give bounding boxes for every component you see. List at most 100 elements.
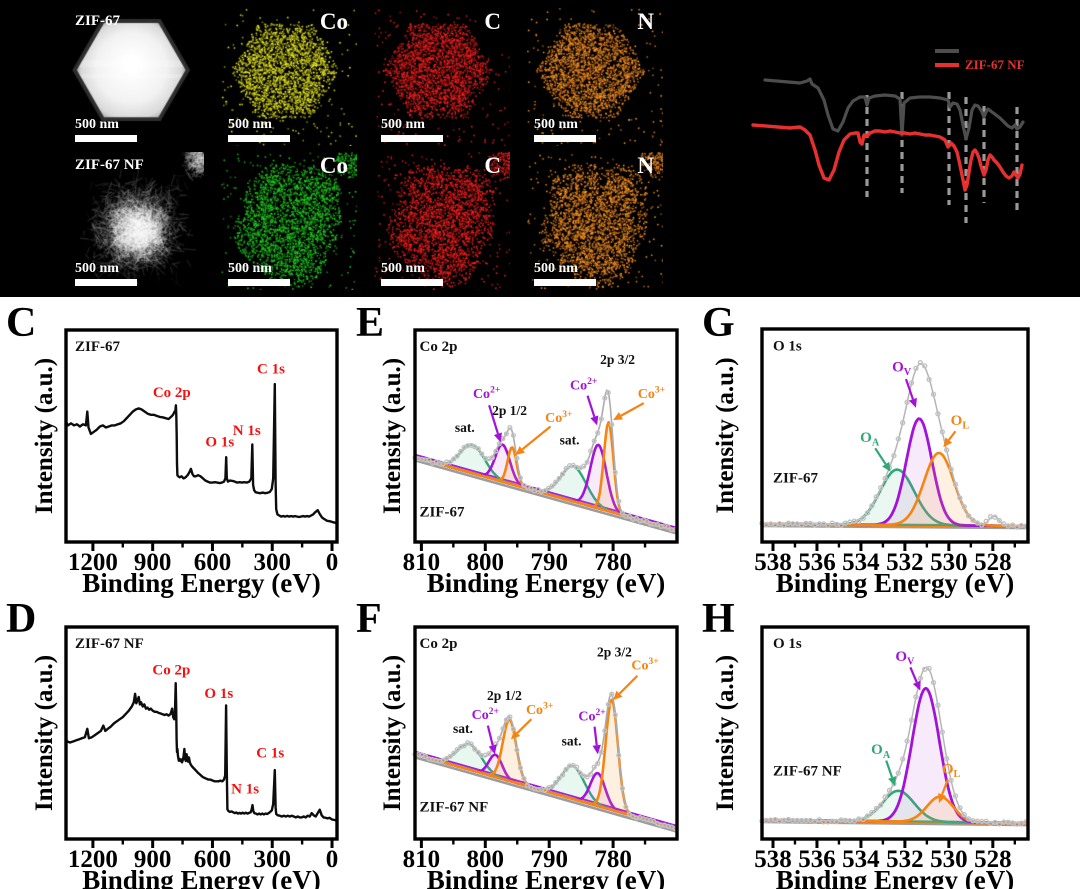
- scalebar: 500 nm: [228, 261, 290, 286]
- scalebar: 500 nm: [75, 261, 137, 286]
- element-label: N: [637, 153, 654, 178]
- scalebar: 500 nm: [75, 117, 137, 142]
- ftir-spectra-chart: [751, 77, 1025, 223]
- panel-letter-e: E: [356, 300, 385, 346]
- svg-text:ZIF-67: ZIF-67: [420, 505, 466, 521]
- svg-text:900: 900: [134, 549, 172, 576]
- element-label: C: [484, 9, 501, 34]
- eds-map-panel-n-zif67nf: N 500 nm: [527, 152, 663, 290]
- svg-text:Binding Energy (eV): Binding Energy (eV): [82, 865, 321, 889]
- svg-text:sat.: sat.: [560, 433, 580, 448]
- stem-panel-zif67: ZIF-67 500 nm: [68, 8, 204, 146]
- eds-map-panel-co-zif67: Co 500 nm: [221, 8, 357, 146]
- legend-entry-zif67nf: ZIF-67 NF: [935, 58, 1025, 72]
- xps-survey-zif67nf-chart: ZIF-67 NF Co 2p O 1s N 1s C 1s 1200 900 600 300 0…: [31, 625, 339, 889]
- svg-text:536: 536: [798, 549, 836, 576]
- svg-text:1200: 1200: [68, 549, 118, 576]
- panel-letter-f: F: [356, 596, 382, 642]
- xps-o1s-zif67-chart: O 1s ZIF-67 OV OA OL 538 536 534 532 530 528Bindin…: [712, 327, 1030, 598]
- eds-map-panel-n-zif67: N 500 nm: [527, 8, 663, 146]
- panel-letter-d: D: [6, 596, 37, 642]
- svg-text:790: 790: [530, 846, 568, 873]
- svg-text:Co2+: Co2+: [473, 385, 500, 401]
- svg-text:OL: OL: [951, 413, 970, 432]
- svg-text:538: 538: [754, 549, 792, 576]
- svg-text:Intensity (a.u.): Intensity (a.u.): [31, 358, 58, 514]
- eds-map-co: [221, 8, 357, 146]
- scalebar-bar: [75, 279, 137, 286]
- eds-map-co: [221, 152, 357, 290]
- svg-text:300: 300: [253, 846, 291, 873]
- scalebar: 500 nm: [381, 117, 443, 142]
- svg-text:O 1s: O 1s: [204, 686, 233, 702]
- svg-text:Binding Energy (eV): Binding Energy (eV): [776, 865, 1015, 889]
- svg-text:528: 528: [974, 846, 1012, 873]
- element-label: Co: [319, 9, 348, 34]
- svg-text:600: 600: [194, 549, 232, 576]
- svg-text:600: 600: [194, 846, 232, 873]
- svg-text:532: 532: [886, 549, 924, 576]
- svg-text:900: 900: [134, 846, 172, 873]
- svg-text:ZIF-67 NF: ZIF-67 NF: [773, 763, 842, 779]
- scalebar-bar: [381, 135, 443, 142]
- svg-text:Co3+: Co3+: [545, 410, 572, 426]
- element-label: C: [484, 153, 501, 178]
- svg-text:N 1s: N 1s: [233, 423, 261, 439]
- xps-o1s-zif67nf-chart: O 1s ZIF-67 NF OV OA OL 538 536 534 532 530 528Bin…: [712, 625, 1030, 889]
- svg-text:2p 3/2: 2p 3/2: [597, 645, 632, 660]
- svg-text:Co2+: Co2+: [578, 708, 605, 724]
- panel-letter-c: C: [6, 300, 37, 346]
- svg-text:Binding Energy (eV): Binding Energy (eV): [427, 568, 666, 598]
- svg-text:810: 810: [403, 846, 441, 873]
- element-label: N: [637, 9, 654, 34]
- svg-text:ZIF-67: ZIF-67: [75, 339, 121, 355]
- svg-text:790: 790: [530, 549, 568, 576]
- svg-text:sat.: sat.: [453, 721, 473, 736]
- scalebar-bar: [534, 135, 596, 142]
- svg-text:0: 0: [326, 549, 339, 576]
- sample-label: ZIF-67 NF: [75, 157, 144, 173]
- svg-text:2p 3/2: 2p 3/2: [600, 352, 635, 367]
- svg-text:Co 2p: Co 2p: [152, 663, 190, 679]
- svg-text:sat.: sat.: [455, 420, 475, 435]
- svg-text:0: 0: [326, 846, 339, 873]
- svg-text:800: 800: [467, 846, 505, 873]
- legend-entry-zif67: [935, 44, 1025, 58]
- svg-text:530: 530: [930, 549, 968, 576]
- svg-text:780: 780: [594, 846, 632, 873]
- svg-text:Intensity (a.u.): Intensity (a.u.): [379, 358, 406, 514]
- svg-text:N 1s: N 1s: [231, 781, 259, 797]
- svg-text:Co 2p: Co 2p: [420, 636, 458, 652]
- svg-text:OA: OA: [871, 742, 891, 761]
- eds-map-n: [527, 8, 663, 146]
- scalebar: 500 nm: [228, 117, 290, 142]
- svg-text:OV: OV: [892, 360, 912, 379]
- legend-label: ZIF-67 NF: [965, 57, 1025, 72]
- svg-text:538: 538: [754, 846, 792, 873]
- scalebar: 500 nm: [534, 117, 596, 142]
- svg-text:Co2+: Co2+: [570, 377, 597, 393]
- eds-map-panel-c-zif67: C 500 nm: [374, 8, 510, 146]
- svg-text:Co3+: Co3+: [631, 657, 658, 673]
- svg-text:Intensity (a.u.): Intensity (a.u.): [712, 655, 739, 811]
- svg-text:OL: OL: [942, 761, 961, 780]
- ftir-legend: ZIF-67 NF: [935, 44, 1025, 72]
- svg-text:534: 534: [842, 846, 880, 873]
- svg-text:2p 1/2: 2p 1/2: [492, 403, 527, 418]
- svg-text:536: 536: [798, 846, 836, 873]
- panel-letter-g: G: [702, 300, 735, 346]
- eds-map-c: [374, 152, 510, 290]
- svg-text:800: 800: [467, 549, 505, 576]
- svg-text:Co3+: Co3+: [638, 385, 665, 401]
- stem-panel-zif67nf: ZIF-67 NF 500 nm: [68, 152, 204, 290]
- svg-text:Co2+: Co2+: [472, 707, 499, 723]
- legend-swatch-zif67nf: [935, 63, 959, 67]
- eds-map-n: [527, 152, 663, 290]
- sample-label: ZIF-67: [75, 13, 120, 29]
- svg-text:C 1s: C 1s: [257, 362, 285, 378]
- scalebar-bar: [75, 135, 137, 142]
- svg-text:532: 532: [886, 846, 924, 873]
- svg-text:534: 534: [842, 549, 880, 576]
